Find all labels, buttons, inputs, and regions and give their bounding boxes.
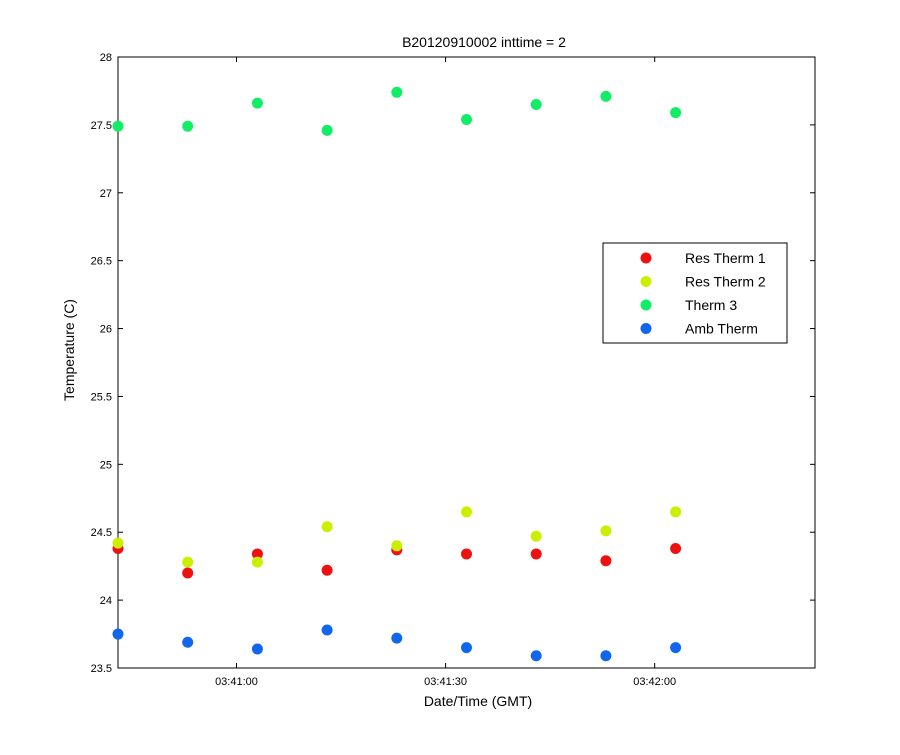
x-axis-label: Date/Time (GMT) (424, 693, 532, 709)
data-point-series-1 (530, 548, 542, 560)
legend: Res Therm 1 Res Therm 2 Therm 3 Amb Therm (602, 242, 788, 344)
data-point-series-4 (461, 642, 472, 654)
data-point-series-2 (182, 556, 194, 568)
data-point-series-3 (530, 99, 542, 111)
data-point-series-3 (251, 97, 263, 109)
y-tick-label: 25 (100, 459, 112, 471)
data-point-series-1 (461, 548, 472, 560)
data-points (112, 86, 682, 662)
data-point-series-4 (251, 643, 263, 655)
data-point-series-3 (112, 120, 124, 132)
data-point-series-3 (182, 120, 194, 132)
legend-marker (640, 252, 652, 264)
x-tick-label: 03:41:30 (424, 676, 467, 688)
data-point-series-3 (321, 124, 333, 136)
data-point-series-2 (600, 525, 612, 537)
data-point-series-3 (670, 107, 682, 119)
y-tick-label: 26 (100, 324, 112, 336)
data-point-series-3 (391, 86, 403, 98)
data-point-series-4 (670, 642, 682, 654)
data-point-series-2 (251, 556, 263, 568)
data-point-series-2 (321, 521, 333, 533)
legend-label: Res Therm 2 (685, 274, 766, 290)
legend-marker (640, 276, 652, 287)
data-point-series-4 (321, 624, 333, 636)
data-point-series-1 (321, 564, 333, 576)
data-point-series-1 (600, 555, 612, 567)
data-point-series-2 (391, 540, 403, 552)
legend-label: Res Therm 1 (685, 250, 766, 266)
legend-marker (640, 323, 652, 334)
data-point-series-1 (251, 548, 263, 560)
x-tick-label: 03:41:00 (215, 676, 258, 688)
data-point-series-2 (670, 506, 682, 518)
x-axis: 03:41:00 03:41:30 03:42:00 (215, 57, 676, 688)
y-tick-label: 23.5 (91, 663, 112, 675)
y-tick-label: 24.5 (91, 527, 112, 539)
legend-label: Therm 3 (685, 297, 737, 313)
chart-title: B20120910002 inttime = 2 (402, 34, 566, 50)
data-point-series-4 (112, 628, 124, 640)
y-tick-label: 27.5 (91, 120, 112, 132)
data-point-series-4 (391, 632, 403, 644)
data-point-series-2 (461, 506, 472, 518)
data-point-series-3 (600, 90, 612, 102)
data-point-series-4 (530, 650, 542, 662)
data-point-series-1 (670, 543, 682, 555)
y-axis-label: Temperature (C) (61, 299, 77, 401)
legend-marker (640, 299, 652, 311)
plot-area (117, 56, 816, 669)
y-tick-label: 26.5 (91, 256, 112, 268)
y-tick-label: 24 (100, 595, 112, 607)
y-axis: 23.5 24 24.5 25 25.5 26 26.5 27 27.5 28 (91, 52, 815, 675)
data-point-series-4 (600, 650, 612, 662)
data-point-series-4 (182, 636, 194, 648)
legend-box (602, 242, 788, 344)
x-tick-label: 03:42:00 (633, 676, 676, 688)
data-point-series-2 (530, 530, 542, 542)
data-point-series-3 (461, 113, 472, 125)
y-tick-label: 25.5 (91, 391, 112, 403)
y-tick-label: 27 (100, 188, 112, 200)
data-point-series-1 (182, 567, 194, 579)
legend-label: Amb Therm (685, 321, 758, 337)
y-tick-label: 28 (100, 52, 112, 64)
data-point-series-2 (112, 537, 124, 549)
